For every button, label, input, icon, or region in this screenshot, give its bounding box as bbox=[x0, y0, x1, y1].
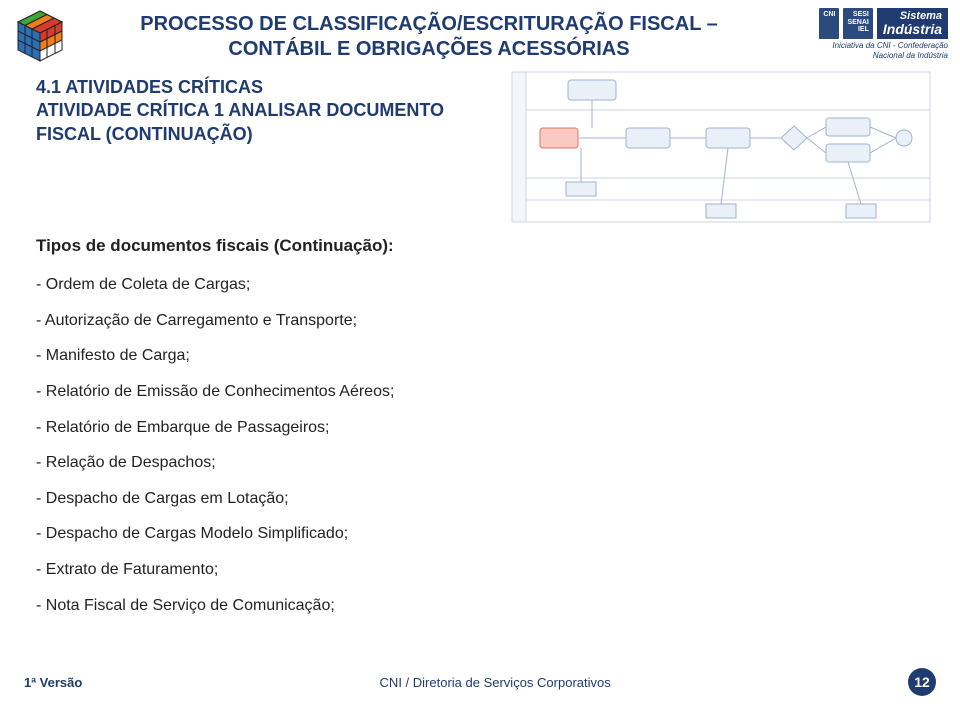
page-header-title: PROCESSO DE CLASSIFICAÇÃO/ESCRITURAÇÃO F… bbox=[80, 8, 778, 62]
list-item: - Despacho de Cargas Modelo Simplificado… bbox=[36, 523, 924, 545]
footer-org: CNI / Diretoria de Serviços Corporativos bbox=[82, 675, 908, 690]
document-type-list: - Ordem de Coleta de Cargas; - Autorizaç… bbox=[36, 274, 924, 616]
rubiks-cube-icon bbox=[12, 8, 68, 64]
section-line1: 4.1 ATIVIDADES CRÍTICAS bbox=[36, 76, 466, 99]
list-item: - Ordem de Coleta de Cargas; bbox=[36, 274, 924, 296]
page-footer: 1ª Versão CNI / Diretoria de Serviços Co… bbox=[0, 668, 960, 696]
logo-sistema-big: Indústria bbox=[883, 21, 942, 37]
list-item: - Relação de Despachos; bbox=[36, 452, 924, 474]
page-number-badge: 12 bbox=[908, 668, 936, 696]
logo-sub-line1: Iniciativa da CNI - Confederação bbox=[778, 41, 948, 51]
section-line3: FISCAL (CONTINUAÇÃO) bbox=[36, 123, 466, 146]
logo-sistema-industria: Sistema Indústria bbox=[877, 8, 948, 39]
flowchart-thumbnail bbox=[506, 68, 936, 228]
header-title-line1: PROCESSO DE CLASSIFICAÇÃO/ESCRITURAÇÃO F… bbox=[80, 12, 778, 37]
logo-sub-line2: Nacional da Indústria bbox=[778, 51, 948, 61]
list-item: - Relatório de Embarque de Passageiros; bbox=[36, 417, 924, 439]
header-title-line2: CONTÁBIL E OBRIGAÇÕES ACESSÓRIAS bbox=[80, 37, 778, 62]
logo-badge-sesi-senai-iel: SESI SENAI IEL bbox=[843, 8, 872, 39]
list-item: - Despacho de Cargas em Lotação; bbox=[36, 488, 924, 510]
list-item: - Manifesto de Carga; bbox=[36, 345, 924, 367]
list-item: - Nota Fiscal de Serviço de Comunicação; bbox=[36, 595, 924, 617]
list-item: - Extrato de Faturamento; bbox=[36, 559, 924, 581]
section-heading: 4.1 ATIVIDADES CRÍTICAS ATIVIDADE CRÍTIC… bbox=[36, 76, 466, 146]
footer-version: 1ª Versão bbox=[24, 675, 82, 690]
sponsor-logo-block: CNI SESI SENAI IEL Sistema Indústria Ini… bbox=[778, 8, 948, 61]
subheading: Tipos de documentos fiscais (Continuação… bbox=[36, 236, 924, 256]
logo-badge-cni: CNI bbox=[819, 8, 839, 39]
logo-subtitle: Iniciativa da CNI - Confederação Naciona… bbox=[778, 41, 948, 60]
section-line2: ATIVIDADE CRÍTICA 1 ANALISAR DOCUMENTO bbox=[36, 99, 466, 122]
list-item: - Autorização de Carregamento e Transpor… bbox=[36, 310, 924, 332]
list-item: - Relatório de Emissão de Conhecimentos … bbox=[36, 381, 924, 403]
